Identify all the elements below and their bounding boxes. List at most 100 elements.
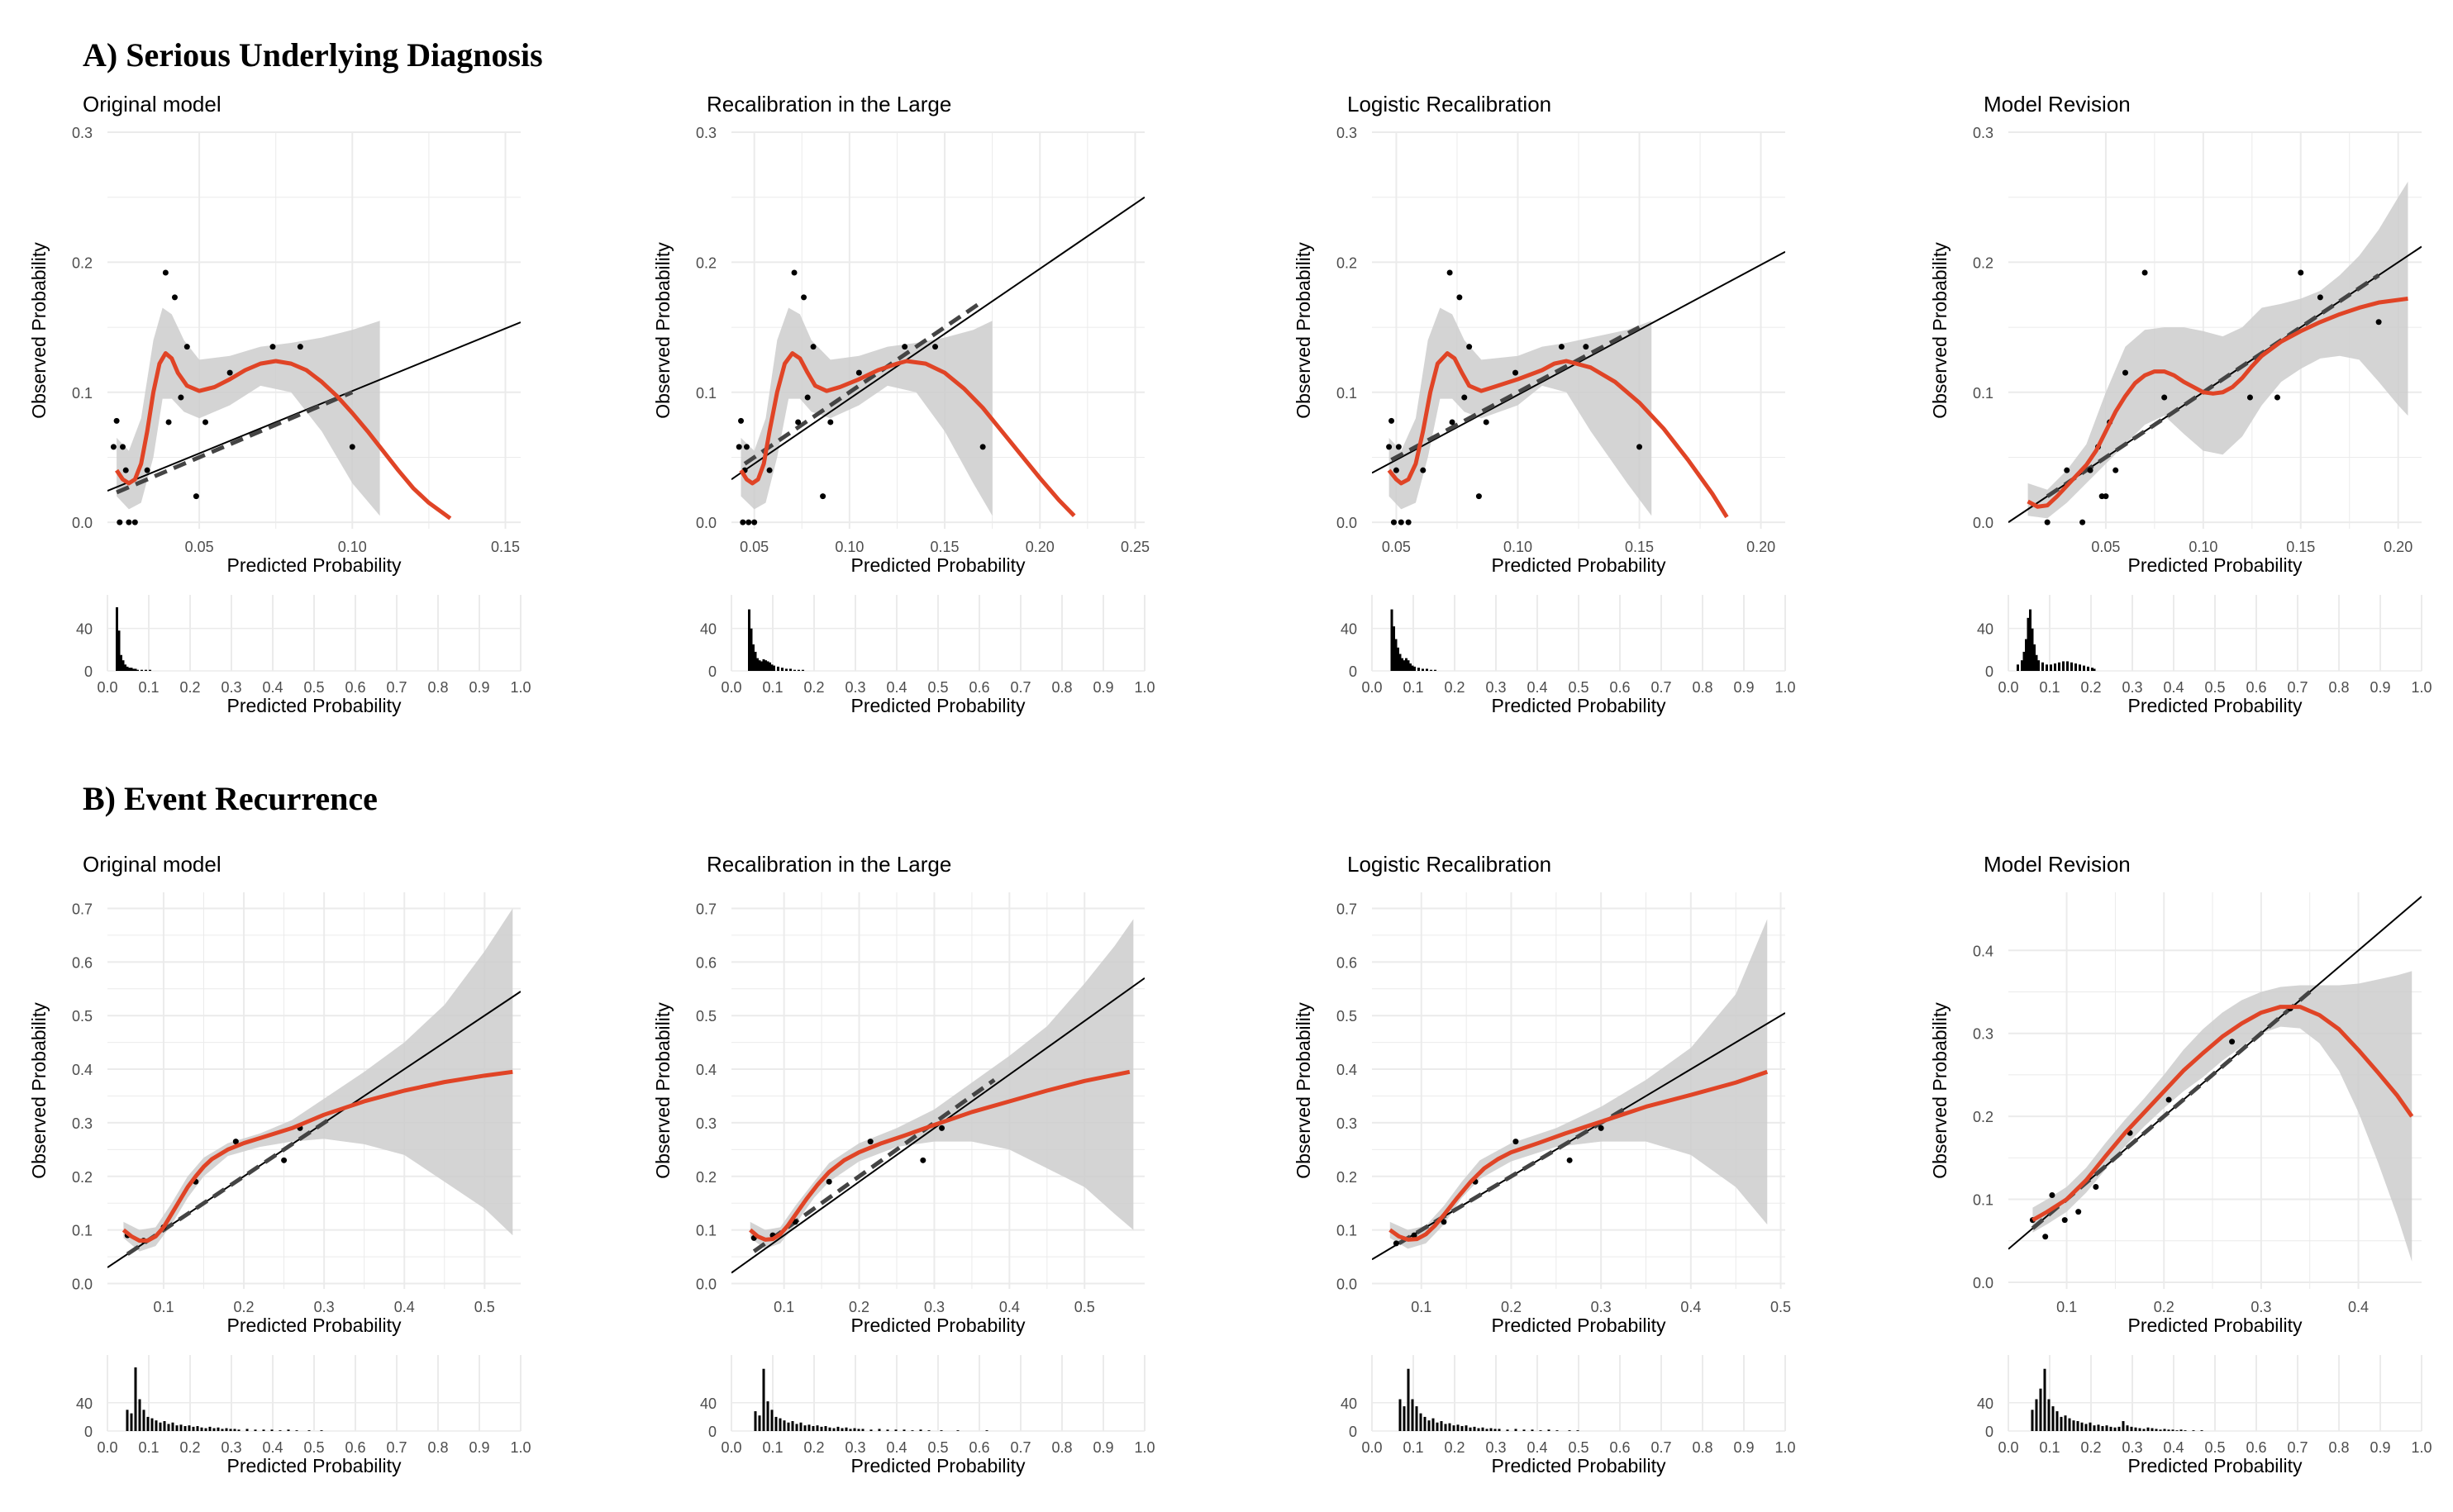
hist-bar bbox=[2031, 628, 2034, 671]
data-point bbox=[2274, 394, 2280, 401]
hist-bar bbox=[270, 1429, 274, 1431]
hist-bar bbox=[2062, 661, 2065, 671]
hist-x-tick-label: 0.6 bbox=[1609, 1439, 1630, 1456]
hist-x-tick-label: 0.1 bbox=[2039, 1439, 2060, 1456]
hist-x-tick-label: 0.9 bbox=[2370, 1439, 2390, 1456]
panel-title: Recalibration in the Large bbox=[707, 92, 951, 116]
data-point bbox=[269, 344, 276, 350]
hist-bar bbox=[894, 1429, 898, 1431]
hist-x-axis-label: Predicted Probability bbox=[227, 695, 402, 716]
hist-x-tick-label: 0.2 bbox=[803, 679, 824, 696]
hist-x-tick-label: 0.7 bbox=[1010, 1439, 1031, 1456]
panel-1-0: Original model 0.0 0.1 0.2 0.3 0.4 0.5 0.6 0.7 0.… bbox=[28, 852, 531, 1476]
data-point bbox=[1386, 444, 1393, 450]
hist-bar bbox=[1403, 660, 1406, 671]
hist-x-tick-label: 0.5 bbox=[927, 679, 948, 696]
y-tick-label: 0.5 bbox=[1336, 1008, 1357, 1025]
y-tick-label: 0.1 bbox=[72, 385, 93, 402]
hist-bar bbox=[117, 630, 121, 671]
hist-x-tick-label: 0.2 bbox=[2080, 679, 2101, 696]
x-tick-label: 0.15 bbox=[491, 539, 520, 555]
data-point bbox=[126, 519, 132, 525]
hist-bar bbox=[1434, 669, 1436, 671]
hist-bar bbox=[175, 1425, 179, 1431]
hist-bar bbox=[2130, 1426, 2133, 1431]
hist-bar bbox=[126, 1410, 129, 1431]
hist-bar bbox=[212, 1428, 216, 1431]
hist-bar bbox=[2068, 1418, 2071, 1431]
hist-bar bbox=[798, 669, 800, 671]
calibration-line bbox=[107, 991, 521, 1268]
hist-bar bbox=[2054, 663, 2056, 671]
hist-bar bbox=[1405, 658, 1407, 671]
data-point bbox=[1558, 344, 1565, 350]
data-point bbox=[144, 467, 150, 473]
hist-x-axis-label: Predicted Probability bbox=[1492, 695, 1666, 716]
data-point bbox=[932, 344, 939, 350]
data-point bbox=[745, 519, 752, 525]
hist-bar bbox=[2064, 1415, 2067, 1431]
data-point bbox=[162, 269, 169, 276]
hist-bar bbox=[1522, 1429, 1526, 1431]
y-tick-label: 0.0 bbox=[696, 515, 717, 531]
hist-bar bbox=[167, 1424, 170, 1431]
hist-x-tick-label: 0.6 bbox=[1609, 679, 1630, 696]
x-tick-label: 0.4 bbox=[394, 1299, 415, 1315]
y-axis-label: Observed Probability bbox=[28, 242, 50, 419]
confidence-band bbox=[123, 908, 513, 1252]
data-point bbox=[2375, 319, 2382, 326]
hist-y-tick-label: 0 bbox=[708, 1424, 717, 1440]
x-tick-label: 0.10 bbox=[2189, 539, 2217, 555]
hist-bar bbox=[785, 668, 788, 671]
hist-bar bbox=[816, 1425, 819, 1431]
hist-bar bbox=[956, 1430, 960, 1431]
hist-bar bbox=[217, 1427, 220, 1431]
hist-bar bbox=[1397, 647, 1399, 671]
hist-bar bbox=[764, 660, 767, 671]
hist-x-tick-label: 0.2 bbox=[803, 1439, 824, 1456]
hist-x-tick-label: 0.1 bbox=[1403, 679, 1423, 696]
hist-bar bbox=[134, 668, 137, 671]
hist-bar bbox=[2113, 1427, 2117, 1431]
hist-bar bbox=[2101, 1426, 2104, 1431]
hist-bar bbox=[1440, 1421, 1443, 1431]
hist-bar bbox=[2089, 1422, 2092, 1431]
y-tick-label: 0.0 bbox=[1973, 515, 1993, 531]
hist-x-tick-label: 0.7 bbox=[2287, 1439, 2308, 1456]
y-tick-label: 0.2 bbox=[1336, 1169, 1357, 1186]
hist-bar bbox=[262, 1429, 265, 1431]
plot-area bbox=[107, 269, 521, 525]
hist-bar bbox=[2175, 1430, 2179, 1431]
x-tick-label: 0.05 bbox=[185, 539, 214, 555]
hist-bar bbox=[911, 1430, 914, 1431]
plot-area bbox=[107, 908, 521, 1268]
x-tick-label: 0.10 bbox=[338, 539, 367, 555]
hist-bar bbox=[2050, 664, 2052, 671]
y-tick-label: 0.3 bbox=[72, 125, 93, 141]
x-tick-label: 0.1 bbox=[1411, 1299, 1431, 1315]
y-tick-label: 0.2 bbox=[1973, 1109, 1993, 1125]
hist-bar bbox=[1498, 1429, 1501, 1431]
data-point bbox=[226, 369, 233, 376]
y-tick-label: 0.7 bbox=[1336, 901, 1357, 917]
hist-bar bbox=[1481, 1427, 1484, 1431]
hist-bar bbox=[2035, 654, 2038, 671]
data-point bbox=[1583, 344, 1589, 350]
hist-bar bbox=[752, 644, 755, 671]
y-axis-label: Observed Probability bbox=[1929, 1002, 1950, 1179]
hist-bar bbox=[142, 1410, 145, 1431]
hist-bar bbox=[221, 1429, 224, 1431]
x-tick-label: 0.20 bbox=[2384, 539, 2413, 555]
hist-bar bbox=[779, 1418, 782, 1431]
hist-x-tick-label: 0.6 bbox=[2246, 679, 2266, 696]
hist-x-tick-label: 0.5 bbox=[1568, 1439, 1588, 1456]
hist-bar bbox=[2146, 1427, 2150, 1431]
hist-x-tick-label: 0.9 bbox=[1093, 1439, 1113, 1456]
hist-x-tick-label: 0.9 bbox=[1733, 679, 1754, 696]
confidence-band bbox=[2032, 971, 2413, 1262]
x-tick-label: 0.1 bbox=[2056, 1299, 2077, 1315]
hist-bar bbox=[787, 1422, 790, 1431]
y-tick-label: 0.2 bbox=[1336, 254, 1357, 271]
x-tick-label: 0.1 bbox=[153, 1299, 174, 1315]
